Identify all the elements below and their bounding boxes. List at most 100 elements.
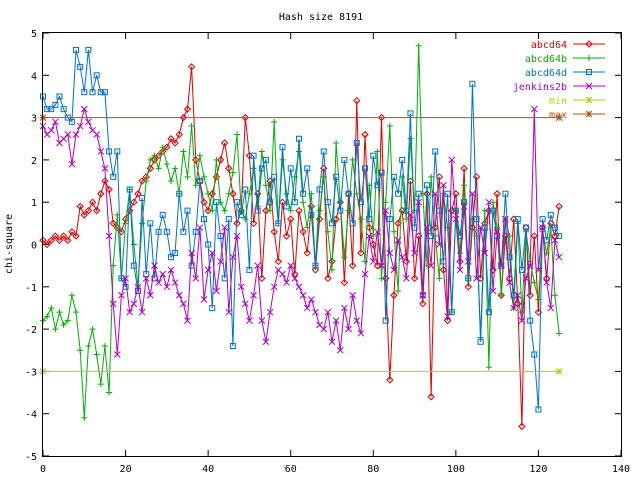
data-point [205, 241, 212, 248]
data-point [81, 89, 88, 96]
data-point [101, 343, 108, 350]
data-point [246, 266, 253, 273]
data-point [329, 266, 335, 273]
data-point [427, 393, 435, 401]
data-point [175, 291, 183, 299]
data-point [97, 148, 105, 155]
data-point [97, 190, 105, 198]
data-point [180, 228, 187, 235]
data-point [130, 241, 137, 248]
data-point [382, 199, 389, 206]
data-point [233, 219, 241, 228]
data-point [295, 148, 302, 155]
data-point [283, 279, 290, 286]
legend-marker [586, 55, 592, 61]
data-point [250, 291, 257, 299]
data-point [150, 156, 159, 164]
data-point [130, 262, 137, 269]
data-point [146, 164, 155, 173]
data-point [461, 182, 468, 189]
data-point [378, 275, 385, 282]
y-tick-label: 3 [31, 114, 37, 125]
y-tick-label: 5 [31, 29, 37, 40]
data-point [316, 207, 323, 214]
data-point [225, 190, 232, 197]
data-point [101, 89, 108, 96]
data-point [154, 151, 163, 160]
data-point [382, 207, 390, 215]
data-point [179, 113, 188, 122]
data-point [180, 148, 187, 155]
y-tick-label: 1 [31, 198, 37, 209]
y-tick-label: -3 [25, 367, 37, 378]
data-point [118, 291, 125, 299]
data-point [386, 376, 394, 384]
data-point [407, 135, 414, 142]
data-point [270, 283, 278, 291]
data-point [130, 300, 138, 308]
data-point [448, 309, 455, 316]
data-point [213, 156, 220, 163]
data-point [229, 343, 236, 350]
y-tick-label: -5 [25, 452, 37, 463]
data-point [311, 266, 320, 274]
data-point [167, 254, 174, 261]
data-point [109, 300, 117, 308]
data-point [216, 156, 225, 164]
legend-marker [585, 82, 593, 90]
data-point [196, 178, 203, 185]
data-point [271, 118, 278, 125]
data-point [494, 224, 501, 231]
data-point [427, 262, 435, 270]
data-point [159, 147, 167, 156]
data-point [167, 266, 175, 274]
x-tick-label: 0 [40, 464, 46, 475]
data-point [320, 148, 327, 155]
data-point [250, 152, 257, 159]
data-point [291, 274, 299, 282]
legend-label: abcd64d [525, 68, 567, 79]
data-point [336, 346, 344, 354]
data-point [374, 182, 381, 189]
data-point [514, 216, 521, 223]
data-point [200, 296, 208, 303]
data-point [390, 228, 397, 235]
data-point [547, 211, 554, 218]
data-point [531, 351, 538, 358]
data-point [526, 262, 534, 270]
data-point [303, 304, 311, 312]
data-point [460, 164, 468, 173]
data-point [551, 292, 558, 299]
x-tick-label: 140 [612, 464, 630, 475]
data-point [183, 105, 192, 113]
legend-label: min [549, 96, 567, 107]
data-point [543, 237, 550, 244]
data-point [333, 173, 340, 180]
data-point [44, 106, 51, 113]
data-point [556, 233, 563, 240]
data-point [415, 198, 423, 206]
data-point [134, 190, 142, 198]
data-point [175, 130, 183, 139]
data-point [341, 304, 348, 312]
data-point [209, 304, 216, 311]
data-point [556, 330, 563, 337]
data-point [105, 185, 113, 194]
data-point [353, 317, 361, 324]
data-point [77, 347, 84, 354]
data-point [80, 211, 88, 219]
data-point [444, 313, 451, 320]
legend-marker [585, 110, 593, 118]
data-point [113, 351, 121, 358]
data-point [159, 270, 167, 278]
data-point [423, 182, 430, 189]
data-point [456, 249, 463, 256]
data-point [201, 173, 208, 180]
data-point [295, 206, 303, 215]
x-tick-label: 120 [529, 464, 547, 475]
data-point [262, 338, 270, 346]
data-point [308, 296, 315, 303]
data-point [361, 130, 369, 139]
y-tick-label: -2 [25, 325, 37, 336]
data-point [59, 232, 68, 240]
